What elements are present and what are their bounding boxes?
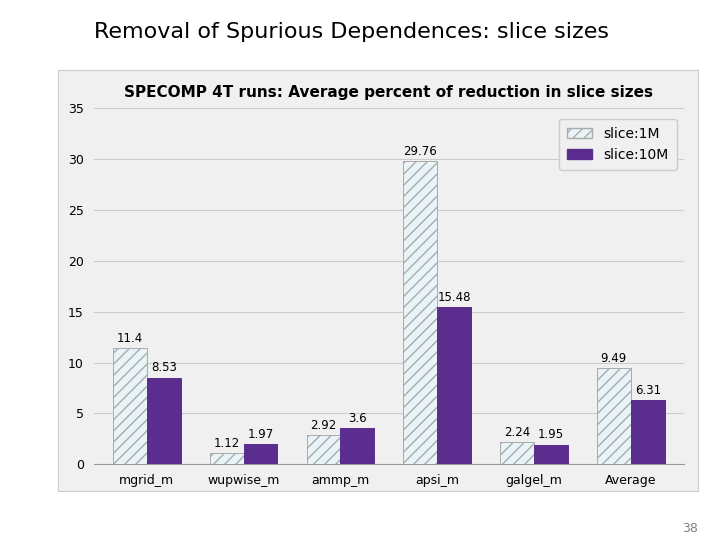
Text: 15.48: 15.48 (437, 291, 471, 303)
Text: 2.24: 2.24 (504, 426, 530, 438)
Text: Removal of Spurious Dependences: slice sizes: Removal of Spurious Dependences: slice s… (94, 22, 608, 42)
Bar (534, 444, 568, 464)
Text: 29.76: 29.76 (403, 145, 437, 158)
Text: 9.49: 9.49 (600, 352, 627, 365)
Legend: slice:1M, slice:10M: slice:1M, slice:10M (559, 118, 677, 170)
Bar (307, 435, 341, 464)
Bar (437, 307, 471, 464)
Bar (500, 442, 534, 464)
Text: 1.95: 1.95 (538, 428, 564, 442)
Bar (147, 377, 181, 464)
Text: 11.4: 11.4 (117, 332, 143, 345)
Bar (597, 368, 631, 464)
Bar (113, 348, 147, 464)
Text: 2.92: 2.92 (310, 418, 336, 431)
Text: 8.53: 8.53 (150, 361, 176, 374)
Bar (210, 453, 243, 464)
Text: 6.31: 6.31 (634, 384, 661, 397)
Text: 3.6: 3.6 (348, 411, 366, 424)
Bar (243, 444, 277, 464)
Bar (403, 161, 437, 464)
Text: 1.97: 1.97 (248, 428, 274, 441)
Bar (341, 428, 374, 464)
Title: SPECOMP 4T runs: Average percent of reduction in slice sizes: SPECOMP 4T runs: Average percent of redu… (125, 85, 653, 100)
Text: 1.12: 1.12 (214, 437, 240, 450)
Text: 38: 38 (683, 522, 698, 535)
Bar (631, 400, 665, 464)
